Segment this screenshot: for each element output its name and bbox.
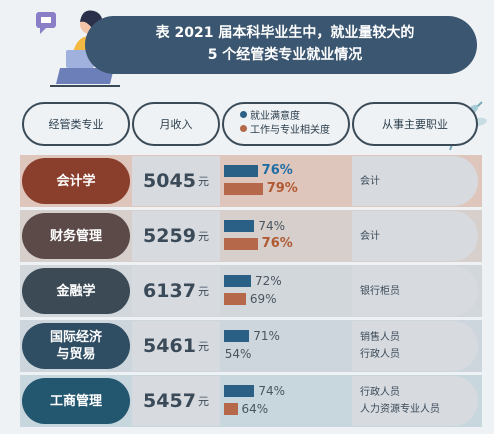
bar-label-relevance: 76% bbox=[261, 236, 293, 251]
bar-satisfaction bbox=[224, 275, 251, 287]
income-unit: 元 bbox=[197, 285, 209, 298]
title-line-2: 5 个经管类专业就业情况 bbox=[207, 47, 363, 63]
job-label: 会计 bbox=[360, 175, 380, 187]
major-label: 金融学 bbox=[56, 283, 95, 300]
major-label-line: 会计学 bbox=[56, 173, 96, 189]
bar-satisfaction bbox=[224, 165, 258, 177]
income-value: 6137 bbox=[143, 280, 196, 302]
jobs-cell: 会计 bbox=[352, 211, 478, 261]
bar-label-relevance: 54% bbox=[224, 347, 252, 361]
job-label: 行政人员 bbox=[360, 387, 400, 398]
bar-satisfaction bbox=[224, 385, 255, 397]
job-label: 会计 bbox=[360, 230, 380, 242]
income-unit: 元 bbox=[197, 230, 209, 243]
bar-satisfaction bbox=[224, 330, 250, 342]
bar-satisfaction bbox=[224, 220, 255, 232]
job-label: 人力资源专业人员 bbox=[360, 404, 440, 415]
income-value: 5259 bbox=[143, 225, 196, 247]
major-label-line: 工商管理 bbox=[49, 393, 102, 409]
major-label-line: 财务管理 bbox=[49, 228, 102, 244]
major-pill: 会计学 bbox=[22, 158, 130, 204]
jobs-cell: 销售人员 行政人员 bbox=[352, 321, 478, 371]
bar-label-satisfaction: 72% bbox=[254, 274, 282, 288]
chart-title: 表 2021 届本科毕业生中，就业量较大的 5 个经管类专业就业情况 bbox=[105, 22, 465, 66]
legend-swatch-relevance bbox=[240, 125, 247, 132]
major-pill: 国际经济 与贸易 bbox=[22, 323, 130, 369]
jobs-cell: 银行柜员 bbox=[352, 266, 478, 316]
major-label: 财务管理 bbox=[50, 228, 102, 245]
major-pill: 财务管理 bbox=[22, 213, 130, 259]
bar-label-satisfaction: 74% bbox=[258, 219, 285, 233]
income-cell: 5259 元 bbox=[132, 211, 220, 261]
major-label: 会计学 bbox=[56, 173, 95, 190]
income-unit: 元 bbox=[197, 175, 209, 188]
title-line-1: 表 2021 届本科毕业生中，就业量较大的 bbox=[155, 25, 415, 41]
major-pill: 金融学 bbox=[22, 268, 130, 314]
bar-relevance bbox=[224, 403, 238, 415]
income-unit: 元 bbox=[197, 395, 209, 408]
header-jobs-label: 从事主要职业 bbox=[382, 118, 448, 131]
income-cell: 5045 元 bbox=[132, 156, 220, 206]
major-label: 工商管理 bbox=[50, 393, 102, 410]
job-label: 行政人员 bbox=[360, 349, 400, 360]
bar-label-satisfaction: 71% bbox=[253, 329, 280, 343]
chart-legend: 就业满意度 工作与专业相关度 bbox=[222, 102, 350, 146]
bar-relevance bbox=[224, 238, 258, 250]
income-value: 5045 bbox=[143, 170, 196, 192]
bar-relevance bbox=[224, 183, 263, 195]
major-label: 国际经济 与贸易 bbox=[50, 329, 102, 363]
major-label-line: 金融学 bbox=[56, 283, 96, 299]
bar-relevance bbox=[224, 293, 246, 305]
income-cell: 5457 元 bbox=[132, 376, 220, 426]
income-cell: 5461 元 bbox=[132, 321, 220, 371]
legend-item-relevance: 工作与专业相关度 bbox=[240, 124, 330, 138]
major-pill: 工商管理 bbox=[22, 378, 130, 424]
income-value: 5457 bbox=[143, 390, 196, 412]
header-major: 经管类专业 bbox=[22, 102, 130, 146]
income-value: 5461 bbox=[143, 335, 196, 357]
jobs-cell: 会计 bbox=[352, 156, 478, 206]
legend-label-relevance: 工作与专业相关度 bbox=[250, 125, 330, 136]
bar-label-relevance: 64% bbox=[241, 402, 269, 416]
bar-label-satisfaction: 76% bbox=[261, 163, 293, 178]
header-major-label: 经管类专业 bbox=[48, 118, 104, 131]
bar-label-satisfaction: 74% bbox=[258, 384, 285, 398]
legend-item-satisfaction: 就业满意度 bbox=[240, 110, 300, 124]
major-label-line: 国际经济 bbox=[49, 330, 102, 345]
income-cell: 6137 元 bbox=[132, 266, 220, 316]
job-label: 银行柜员 bbox=[360, 285, 400, 297]
bar-label-relevance: 79% bbox=[266, 181, 298, 196]
legend-swatch-satisfaction bbox=[240, 111, 247, 118]
bar-label-relevance: 69% bbox=[249, 292, 277, 306]
header-income: 月收入 bbox=[132, 102, 220, 146]
major-label-line: 与贸易 bbox=[56, 347, 96, 362]
legend-label-satisfaction: 就业满意度 bbox=[250, 111, 300, 122]
header-jobs: 从事主要职业 bbox=[352, 102, 478, 146]
income-unit: 元 bbox=[197, 340, 209, 353]
jobs-cell: 行政人员人力资源专业人员 bbox=[352, 376, 478, 426]
job-label: 销售人员 bbox=[360, 332, 400, 343]
title-band bbox=[85, 16, 477, 74]
header-income-label: 月收入 bbox=[159, 118, 193, 131]
